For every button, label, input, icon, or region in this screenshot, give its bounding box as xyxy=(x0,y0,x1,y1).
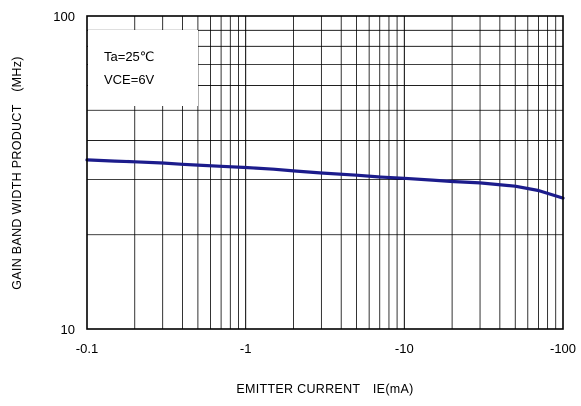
plot-frame xyxy=(86,15,564,330)
x-tick-label: -10 xyxy=(395,341,414,356)
grid xyxy=(87,16,563,329)
annotation-text: Ta=25℃ xyxy=(104,49,154,64)
annotation-background xyxy=(88,30,198,106)
series-layer xyxy=(85,158,565,200)
annotation-text: VCE=6V xyxy=(104,72,155,87)
x-axis-label: EMITTER CURRENT IE(mA) xyxy=(236,382,413,396)
annotation-box: Ta=25℃ VCE=6V xyxy=(88,30,198,106)
y-axis-label: GAIN BAND WIDTH PRODUCT (MHz) xyxy=(10,56,24,289)
x-tick-label: -1 xyxy=(240,341,252,356)
tick-labels: -0.1 -1 -10 -100 10 100 xyxy=(53,9,576,356)
y-tick-label: 10 xyxy=(61,322,75,337)
y-tick-label: 100 xyxy=(53,9,75,24)
x-tick-label: -0.1 xyxy=(76,341,98,356)
x-tick-label: -100 xyxy=(550,341,576,356)
series-line xyxy=(85,158,565,200)
